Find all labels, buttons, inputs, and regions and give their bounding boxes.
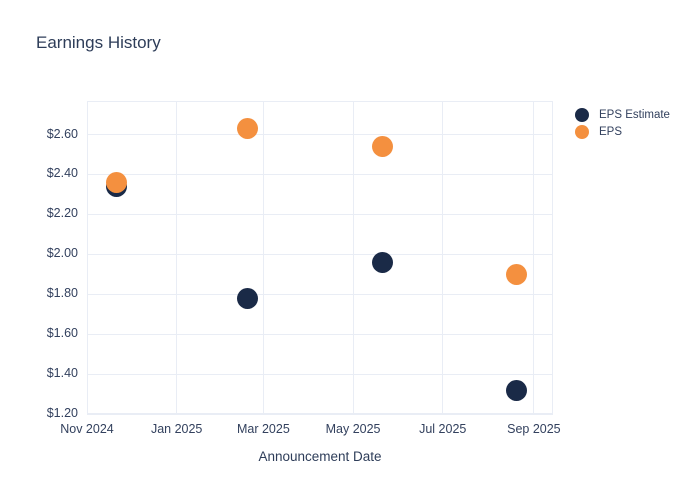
y-gridline	[87, 293, 553, 295]
y-tick-label: $2.20	[46, 206, 78, 221]
data-point-eps[interactable]	[371, 136, 393, 157]
y-tick-label: $2.60	[46, 126, 78, 141]
y-gridline	[87, 213, 553, 215]
y-tick-label: $2.40	[46, 166, 78, 181]
data-point-eps-estimate[interactable]	[236, 287, 258, 309]
x-tick-label: Jul 2025	[419, 422, 467, 436]
data-point-eps[interactable]	[505, 263, 527, 285]
legend-swatch-eps-estimate-icon	[575, 107, 589, 122]
data-point-eps-estimate[interactable]	[505, 379, 527, 401]
legend-item-eps[interactable]: EPS	[575, 123, 670, 140]
x-gridline	[262, 101, 264, 414]
y-gridline	[87, 253, 553, 255]
x-gridline	[176, 101, 178, 414]
chart-title: Earnings History	[36, 33, 161, 52]
y-gridline	[87, 134, 553, 136]
legend: EPS Estimate EPS	[575, 106, 670, 140]
x-tick-label: Nov 2024	[60, 422, 114, 436]
plot-area	[87, 101, 553, 414]
y-tick-label: $1.80	[46, 286, 78, 301]
x-tick-label: Mar 2025	[236, 422, 290, 436]
data-point-eps[interactable]	[236, 118, 258, 140]
y-tick-label: $1.60	[46, 326, 78, 341]
y-tick-label: $1.40	[46, 366, 78, 381]
x-gridline	[533, 101, 535, 414]
x-axis-title: Announcement Date	[258, 449, 382, 464]
y-gridline	[87, 413, 553, 415]
x-tick-label: Sep 2025	[507, 422, 561, 436]
legend-item-eps-estimate[interactable]: EPS Estimate	[575, 106, 670, 123]
y-tick-label: $2.00	[46, 246, 78, 261]
data-point-eps[interactable]	[105, 171, 127, 193]
x-gridline	[352, 101, 354, 414]
data-point-eps-estimate[interactable]	[371, 251, 393, 273]
legend-label-eps-estimate: EPS Estimate	[599, 108, 670, 121]
x-tick-label: May 2025	[325, 422, 381, 436]
y-gridline	[87, 173, 553, 175]
x-gridline	[86, 101, 88, 414]
y-gridline	[87, 373, 553, 375]
x-tick-label: Jan 2025	[150, 422, 203, 436]
x-gridline	[442, 101, 444, 414]
y-gridline	[87, 333, 553, 335]
legend-swatch-eps-icon	[575, 124, 589, 139]
legend-label-eps: EPS	[599, 125, 623, 138]
y-tick-label: $1.20	[46, 406, 78, 420]
